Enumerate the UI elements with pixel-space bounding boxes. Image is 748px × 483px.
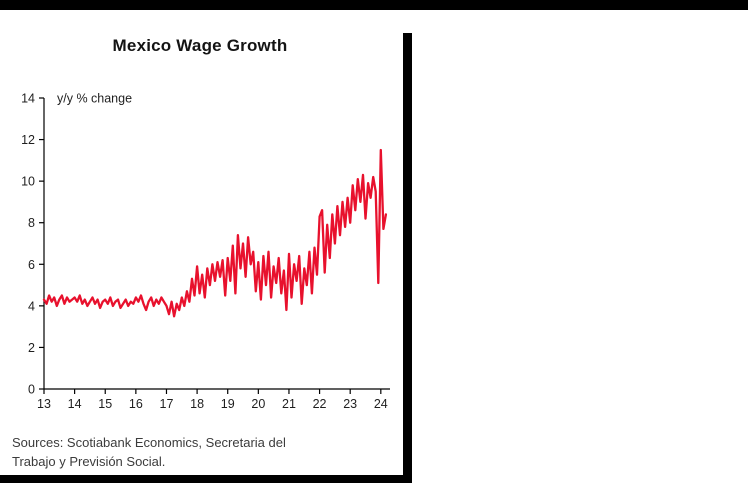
- svg-text:16: 16: [129, 397, 143, 411]
- top-border-bar: [0, 0, 748, 10]
- svg-text:4: 4: [28, 299, 35, 313]
- svg-text:y/y % change: y/y % change: [57, 92, 132, 106]
- svg-text:14: 14: [21, 92, 35, 106]
- sources-line-1: Sources: Scotiabank Economics, Secretari…: [12, 435, 286, 450]
- bottom-border-bar: [0, 475, 412, 483]
- svg-text:19: 19: [221, 397, 235, 411]
- svg-text:6: 6: [28, 258, 35, 272]
- svg-text:23: 23: [343, 397, 357, 411]
- svg-text:14: 14: [68, 397, 82, 411]
- svg-text:2: 2: [28, 341, 35, 355]
- svg-text:21: 21: [282, 397, 296, 411]
- right-border-bar: [403, 33, 412, 483]
- svg-text:17: 17: [160, 397, 174, 411]
- sources-line-2: Trabajo y Previsión Social.: [12, 453, 166, 469]
- svg-text:8: 8: [28, 216, 35, 230]
- sources-note: Sources: Scotiabank Economics, Secretari…: [12, 434, 382, 472]
- svg-text:22: 22: [313, 397, 327, 411]
- svg-text:15: 15: [98, 397, 112, 411]
- svg-text:24: 24: [374, 397, 388, 411]
- chart-panel: Mexico Wage Growth 0 2 4 6 8 10 12 14 13 14 15 16 17…: [0, 10, 403, 475]
- svg-text:12: 12: [21, 133, 35, 147]
- chart-title: Mexico Wage Growth: [112, 36, 288, 55]
- svg-text:10: 10: [21, 175, 35, 189]
- svg-text:13: 13: [37, 397, 51, 411]
- svg-text:18: 18: [190, 397, 204, 411]
- svg-text:0: 0: [28, 383, 35, 397]
- svg-text:20: 20: [251, 397, 265, 411]
